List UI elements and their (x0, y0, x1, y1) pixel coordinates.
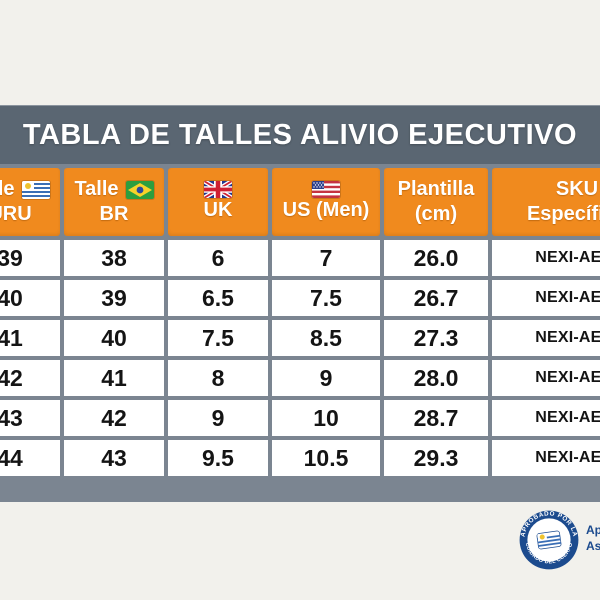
table-body: 39 38 6 7 26.0 NEXI-AE-B 40 39 6.5 7.5 2… (0, 240, 600, 476)
cell-sku: NEXI-AE-B (492, 240, 600, 276)
column-header-label: US (Men) (282, 199, 370, 221)
column-header-uk: UK (168, 168, 268, 236)
cell-us: 9 (272, 360, 380, 396)
title-band: TABLA DE TALLES ALIVIO EJECUTIVO (0, 105, 600, 165)
cell-plantilla: 28.0 (384, 360, 488, 396)
cell-uru: 39 (0, 240, 60, 276)
cell-uk: 6.5 (168, 280, 268, 316)
cell-uru: 43 (0, 400, 60, 436)
size-table-backdrop: Talle URU Talle (0, 164, 600, 502)
cell-plantilla: 29.3 (384, 440, 488, 476)
column-header-talle-uru: Talle URU (0, 168, 60, 236)
table-header-row: Talle URU Talle (0, 168, 600, 236)
cell-sku: NEXI-AE-B (492, 440, 600, 476)
cell-br: 40 (64, 320, 164, 356)
cell-uru: 40 (0, 280, 60, 316)
cell-uru: 42 (0, 360, 60, 396)
cell-br: 41 (64, 360, 164, 396)
cell-br: 39 (64, 280, 164, 316)
column-header-label: Talle (0, 178, 15, 200)
column-header-plantilla: Plantilla (cm) (384, 168, 488, 236)
column-header-label: Específico (526, 203, 600, 225)
cell-uru: 44 (0, 440, 60, 476)
cell-us: 10.5 (272, 440, 380, 476)
size-table: Talle URU Talle (0, 168, 600, 476)
cell-plantilla: 26.0 (384, 240, 488, 276)
cell-uk: 8 (168, 360, 268, 396)
cell-us: 7.5 (272, 280, 380, 316)
approval-badge-icon: APROBADO POR LA CUIDADO DEL CUERPO (520, 510, 579, 570)
cell-us: 7 (272, 240, 380, 276)
cell-us: 8.5 (272, 320, 380, 356)
column-header-talle-br: Talle BR (64, 168, 164, 236)
usa-flag-icon (312, 181, 340, 198)
cell-sku: NEXI-AE-B (492, 360, 600, 396)
column-header-label: (cm) (414, 203, 458, 225)
column-header-sku: SKU Específico (492, 168, 600, 236)
cell-us: 10 (272, 400, 380, 436)
cell-br: 38 (64, 240, 164, 276)
cell-uk: 6 (168, 240, 268, 276)
cell-plantilla: 26.7 (384, 280, 488, 316)
cell-plantilla: 27.3 (384, 320, 488, 356)
column-header-label: BR (99, 203, 129, 225)
column-header-label: UK (203, 199, 233, 221)
column-header-label: SKU (555, 178, 599, 200)
badge-uruguay-flag-icon (536, 530, 562, 550)
badge-side-text: Aprobado por la Asociación (586, 523, 600, 553)
column-header-label: URU (0, 203, 32, 225)
cell-sku: NEXI-AE-B (492, 280, 600, 316)
cell-plantilla: 28.7 (384, 400, 488, 436)
cell-uru: 41 (0, 320, 60, 356)
column-header-us-men: US (Men) (272, 168, 380, 236)
page-title: TABLA DE TALLES ALIVIO EJECUTIVO (22, 119, 578, 151)
column-header-label: Plantilla (397, 178, 475, 200)
cell-br: 43 (64, 440, 164, 476)
uk-flag-icon (204, 181, 232, 198)
cell-uk: 7.5 (168, 320, 268, 356)
cell-uk: 9 (168, 400, 268, 436)
cell-br: 42 (64, 400, 164, 436)
cell-sku: NEXI-AE-B (492, 400, 600, 436)
brazil-flag-icon (125, 180, 154, 199)
column-header-label: Talle (74, 178, 119, 200)
uruguay-flag-icon (21, 180, 50, 199)
cell-uk: 9.5 (168, 440, 268, 476)
cell-sku: NEXI-AE-B (492, 320, 600, 356)
